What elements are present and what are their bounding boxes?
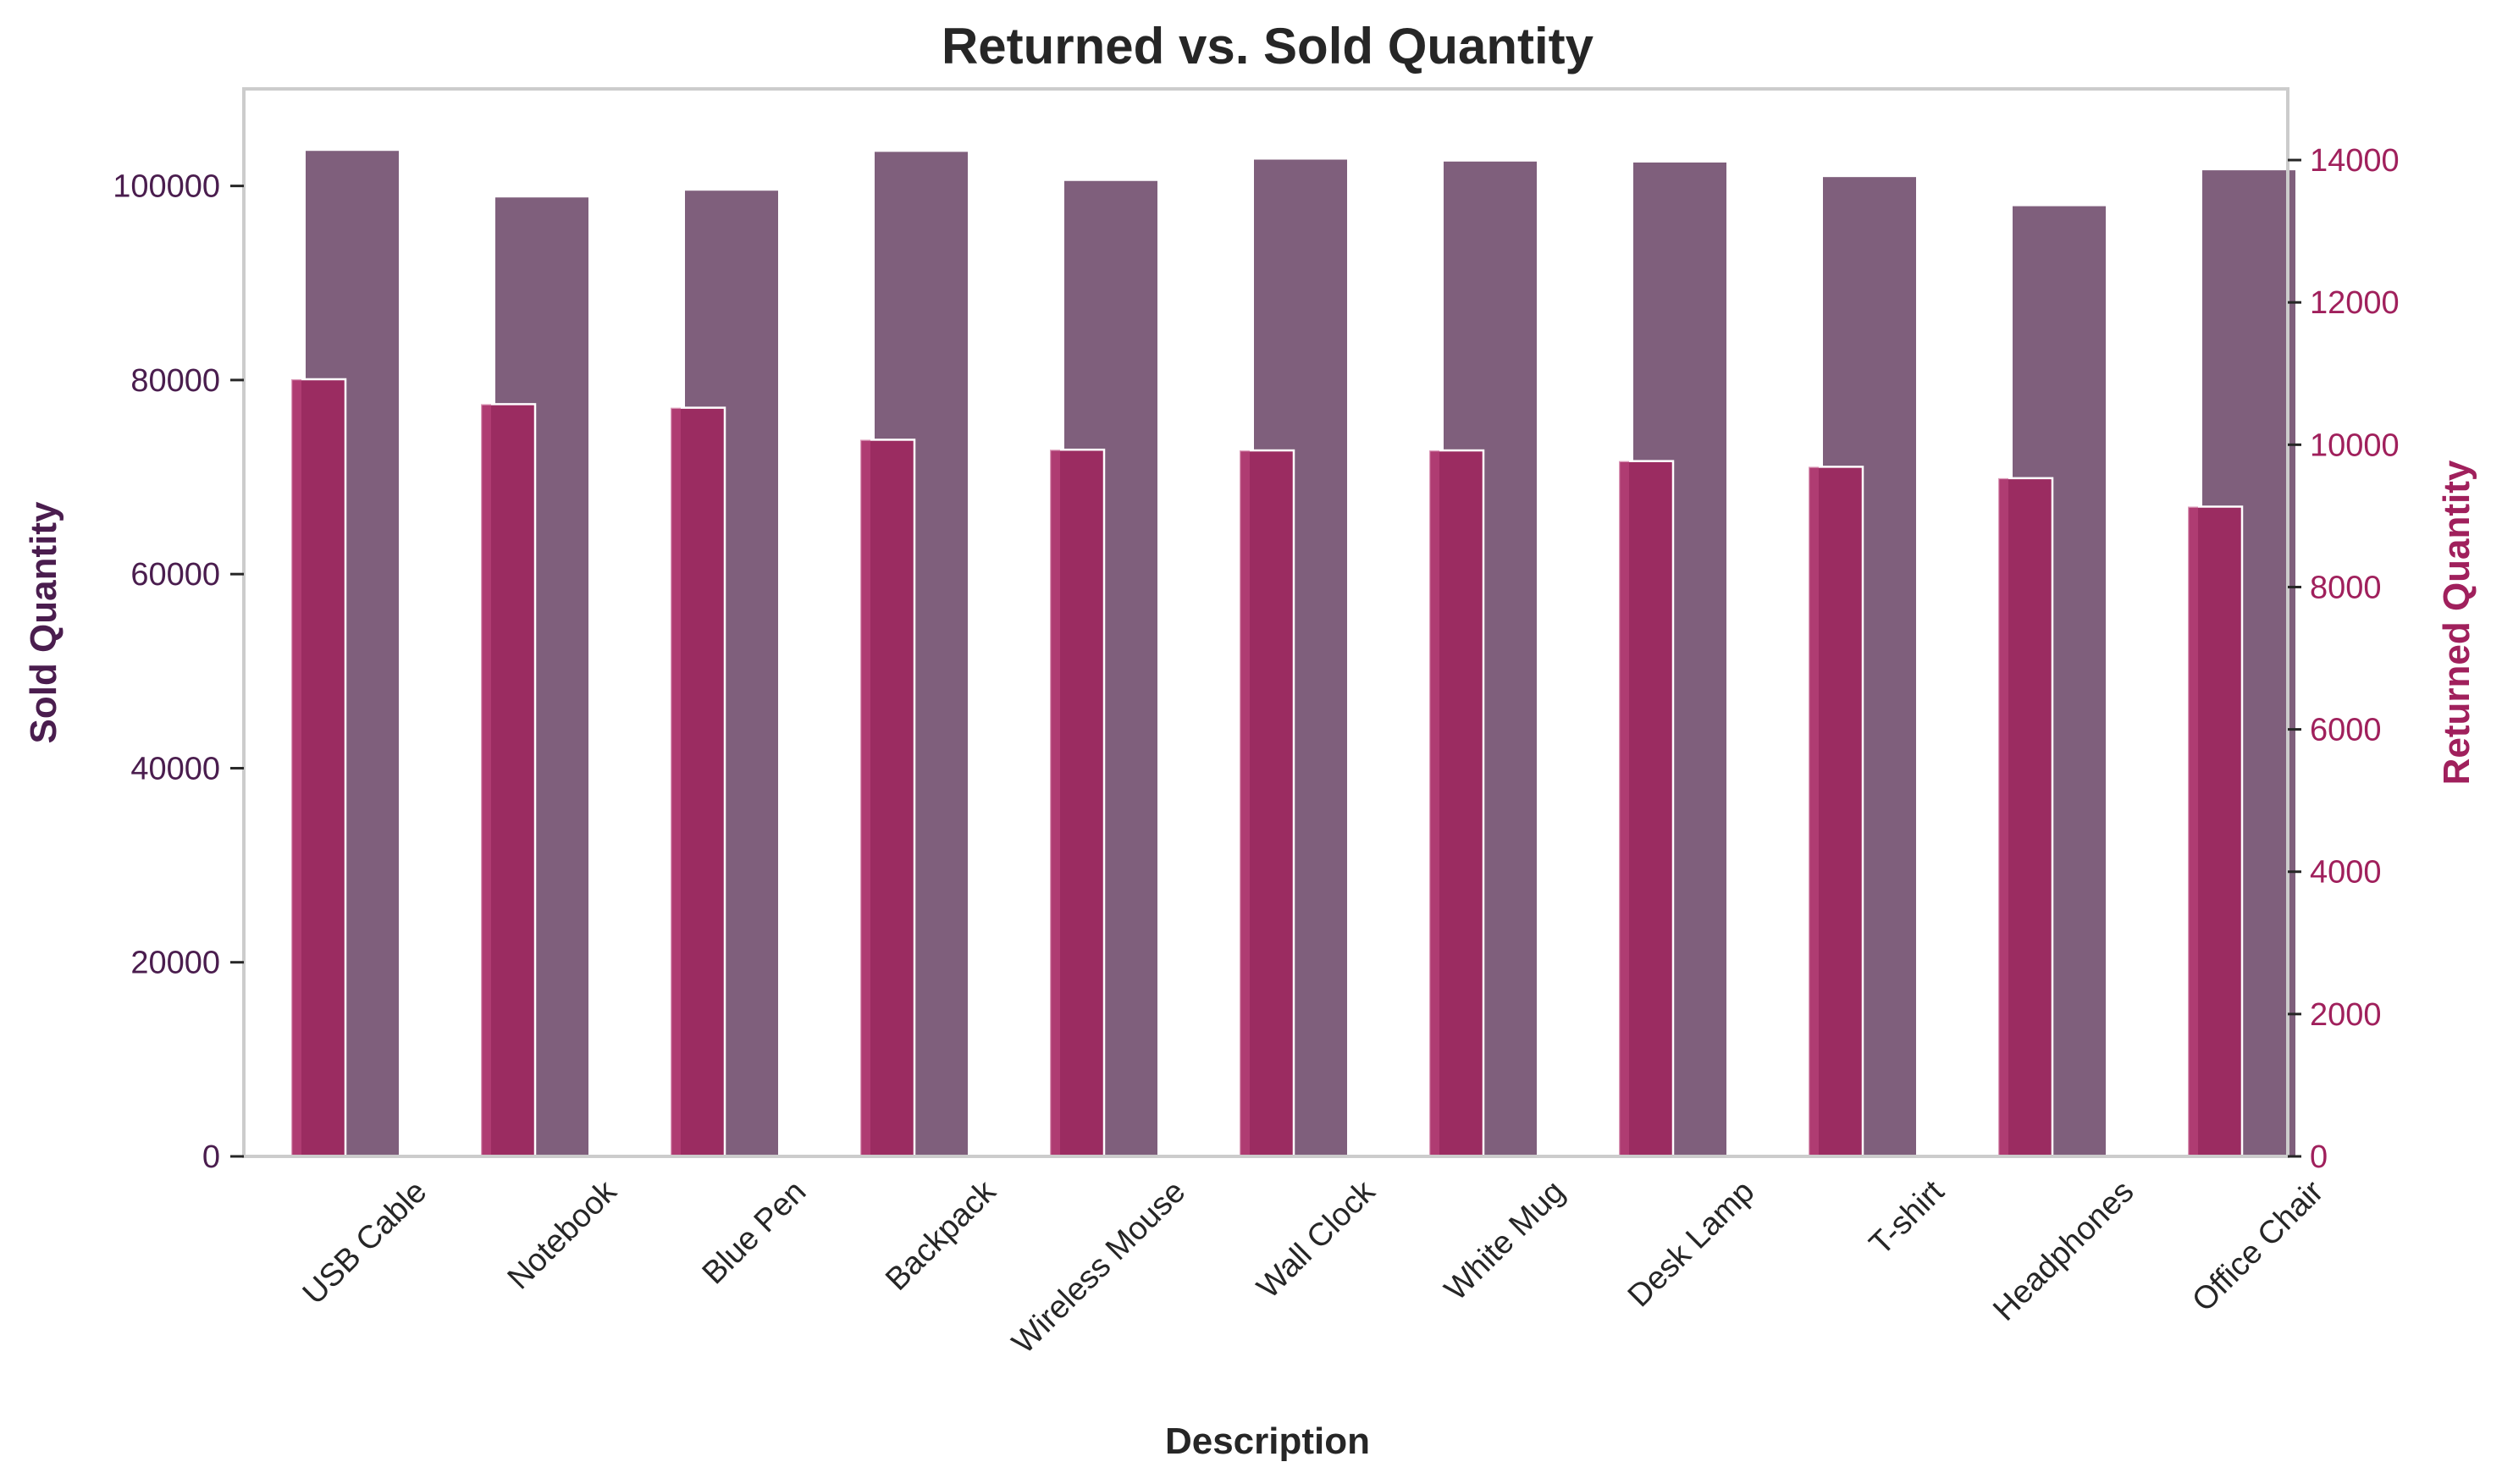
left-tick-label: 20000 xyxy=(130,946,220,981)
returned-bar-highlight xyxy=(671,407,681,1156)
returned-bar-highlight xyxy=(1809,466,1819,1156)
x-tick-label: T-shirt xyxy=(1863,1173,1952,1262)
left-tick-label: 80000 xyxy=(130,363,220,399)
x-tick-label: Wall Clock xyxy=(1251,1173,1383,1305)
returned-bars-group xyxy=(290,378,2244,1158)
x-tick-label: Backpack xyxy=(879,1173,1003,1298)
plot-frame xyxy=(242,87,2289,1158)
x-tick-label: Notebook xyxy=(501,1173,624,1296)
left-tick-label: 0 xyxy=(202,1139,220,1175)
returned-bar-highlight xyxy=(481,404,491,1156)
right-tick-label: 6000 xyxy=(2310,713,2382,748)
left-tick-label: 60000 xyxy=(130,557,220,593)
right-tick-label: 14000 xyxy=(2310,143,2400,179)
x-axis-title: Description xyxy=(1165,1421,1370,1462)
x-tick-label: Blue Pen xyxy=(696,1174,814,1292)
left-tick-label: 100000 xyxy=(113,169,220,205)
x-tick-label: Headphones xyxy=(1986,1174,2140,1328)
x-tick-label: Wireless Mouse xyxy=(1006,1174,1193,1361)
x-tick-label: Office Chair xyxy=(2185,1173,2330,1318)
right-tick-label: 8000 xyxy=(2310,570,2382,605)
left-y-axis-title: Sold Quantity xyxy=(23,501,64,744)
right-tick-label: 0 xyxy=(2310,1139,2328,1175)
chart-title: Returned vs. Sold Quantity xyxy=(942,18,1594,74)
returned-bar-highlight xyxy=(2188,506,2198,1156)
returned-bar-highlight xyxy=(291,378,301,1156)
returned-bar-highlight xyxy=(1619,461,1629,1156)
returned-bar-highlight xyxy=(1429,450,1439,1156)
left-tick-label: 40000 xyxy=(130,751,220,786)
axes-spines xyxy=(242,87,2289,1158)
x-tick-label: Desk Lamp xyxy=(1621,1174,1762,1315)
right-tick-label: 12000 xyxy=(2310,285,2400,321)
x-tick-label: USB Cable xyxy=(296,1174,434,1312)
left-y-axis: 0 20000 40000 60000 80000 100000 xyxy=(113,169,244,1175)
right-y-axis: 0 2000 4000 6000 8000 10000 12000 14000 xyxy=(2288,143,2400,1175)
returned-bar-highlight xyxy=(1998,477,2008,1156)
x-tick-label: White Mug xyxy=(1438,1174,1571,1308)
returned-bar-highlight xyxy=(1240,450,1250,1156)
right-y-axis-title: Returned Quantity xyxy=(2436,460,2477,785)
x-axis: USB Cable Notebook Blue Pen Backpack Wireles… xyxy=(296,1173,2331,1361)
right-tick-label: 10000 xyxy=(2310,428,2400,463)
right-tick-label: 2000 xyxy=(2310,997,2382,1033)
right-tick-label: 4000 xyxy=(2310,855,2382,891)
returned-bar-highlight xyxy=(1050,450,1060,1156)
returned-bar-highlight xyxy=(860,439,870,1156)
